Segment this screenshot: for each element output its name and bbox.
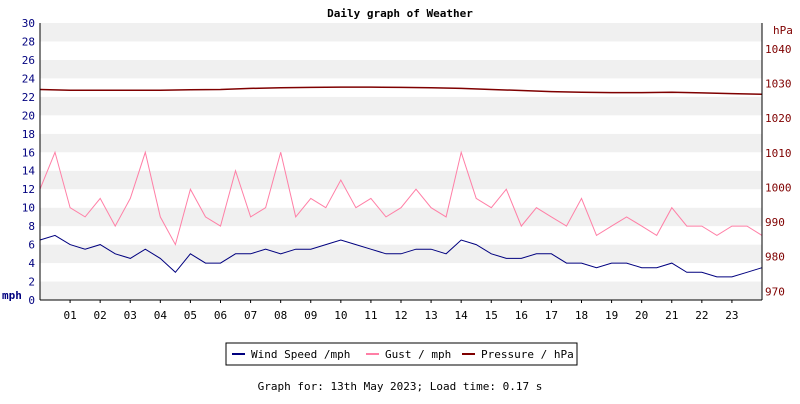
grid-band bbox=[40, 189, 762, 208]
grid-band bbox=[40, 41, 762, 60]
x-tick-label: 21 bbox=[665, 309, 678, 322]
x-tick-label: 10 bbox=[334, 309, 347, 322]
chart-title: Daily graph of Weather bbox=[327, 7, 473, 20]
legend-label: Gust / mph bbox=[385, 348, 451, 361]
right-axis-unit: hPa bbox=[773, 24, 793, 37]
left-tick-label: 8 bbox=[28, 220, 35, 233]
grid-band bbox=[40, 207, 762, 227]
series-line-0 bbox=[39, 234, 763, 278]
left-tick-label: 12 bbox=[22, 183, 35, 196]
right-tick-label: 980 bbox=[765, 251, 785, 264]
series-line-1 bbox=[39, 150, 763, 246]
left-tick-label: 14 bbox=[22, 165, 36, 178]
left-tick-label: 24 bbox=[22, 72, 36, 85]
right-tick-label: 970 bbox=[765, 285, 785, 298]
x-tick-label: 18 bbox=[575, 309, 588, 322]
left-tick-label: 0 bbox=[28, 294, 35, 307]
left-tick-label: 2 bbox=[28, 276, 35, 289]
x-tick-label: 19 bbox=[605, 309, 618, 322]
grid-band bbox=[40, 133, 762, 153]
x-tick-label: 22 bbox=[695, 309, 708, 322]
grid-band bbox=[40, 152, 762, 171]
x-tick-label: 08 bbox=[274, 309, 287, 322]
legend-label: Wind Speed /mph bbox=[251, 348, 350, 361]
grid-band bbox=[40, 115, 762, 134]
left-tick-label: 4 bbox=[28, 257, 35, 270]
left-axis-unit: mph bbox=[2, 289, 22, 302]
grid-bands bbox=[40, 23, 762, 300]
left-tick-label: 20 bbox=[22, 109, 35, 122]
x-tick-label: 02 bbox=[94, 309, 107, 322]
series-line-2 bbox=[39, 86, 763, 96]
x-tick-label: 11 bbox=[364, 309, 377, 322]
footer-status: Graph for: 13th May 2023; Load time: 0.1… bbox=[257, 380, 543, 393]
right-tick-label: 1010 bbox=[765, 147, 792, 160]
x-tick-label: 17 bbox=[545, 309, 558, 322]
grid-band bbox=[40, 96, 762, 116]
x-tick-label: 23 bbox=[725, 309, 738, 322]
grid-band bbox=[40, 23, 762, 42]
left-tick-label: 16 bbox=[22, 146, 35, 159]
left-tick-label: 10 bbox=[22, 202, 35, 215]
right-tick-label: 1040 bbox=[765, 43, 792, 56]
x-tick-label: 01 bbox=[63, 309, 76, 322]
legend: Wind Speed /mph Gust / mph Pressure / hPa bbox=[225, 342, 578, 366]
x-tick-label: 05 bbox=[184, 309, 197, 322]
left-tick-label: 30 bbox=[22, 17, 35, 30]
grid-band bbox=[40, 226, 762, 245]
x-tick-label: 06 bbox=[214, 309, 227, 322]
grid-band bbox=[40, 59, 762, 79]
left-tick-label: 28 bbox=[22, 35, 35, 48]
right-tick-label: 990 bbox=[765, 216, 785, 229]
x-tick-label: 14 bbox=[455, 309, 469, 322]
grid-band bbox=[40, 170, 762, 190]
grid-band bbox=[40, 281, 762, 300]
right-tick-label: 1000 bbox=[765, 181, 792, 194]
x-tick-label: 12 bbox=[394, 309, 407, 322]
left-tick-label: 22 bbox=[22, 91, 35, 104]
x-tick-label: 15 bbox=[485, 309, 498, 322]
x-tick-label: 16 bbox=[515, 309, 528, 322]
grid-band bbox=[40, 263, 762, 282]
legend-box bbox=[225, 342, 578, 366]
right-tick-label: 1030 bbox=[765, 78, 792, 91]
left-tick-label: 26 bbox=[22, 54, 35, 67]
left-tick-label: 18 bbox=[22, 128, 35, 141]
x-tick-label: 13 bbox=[424, 309, 437, 322]
x-tick-label: 04 bbox=[154, 309, 168, 322]
left-tick-label: 6 bbox=[28, 239, 35, 252]
x-tick-label: 09 bbox=[304, 309, 317, 322]
x-tick-label: 03 bbox=[124, 309, 137, 322]
x-tick-label: 20 bbox=[635, 309, 648, 322]
right-tick-label: 1020 bbox=[765, 112, 792, 125]
x-tick-label: 07 bbox=[244, 309, 257, 322]
legend-label: Pressure / hPa bbox=[481, 348, 574, 361]
